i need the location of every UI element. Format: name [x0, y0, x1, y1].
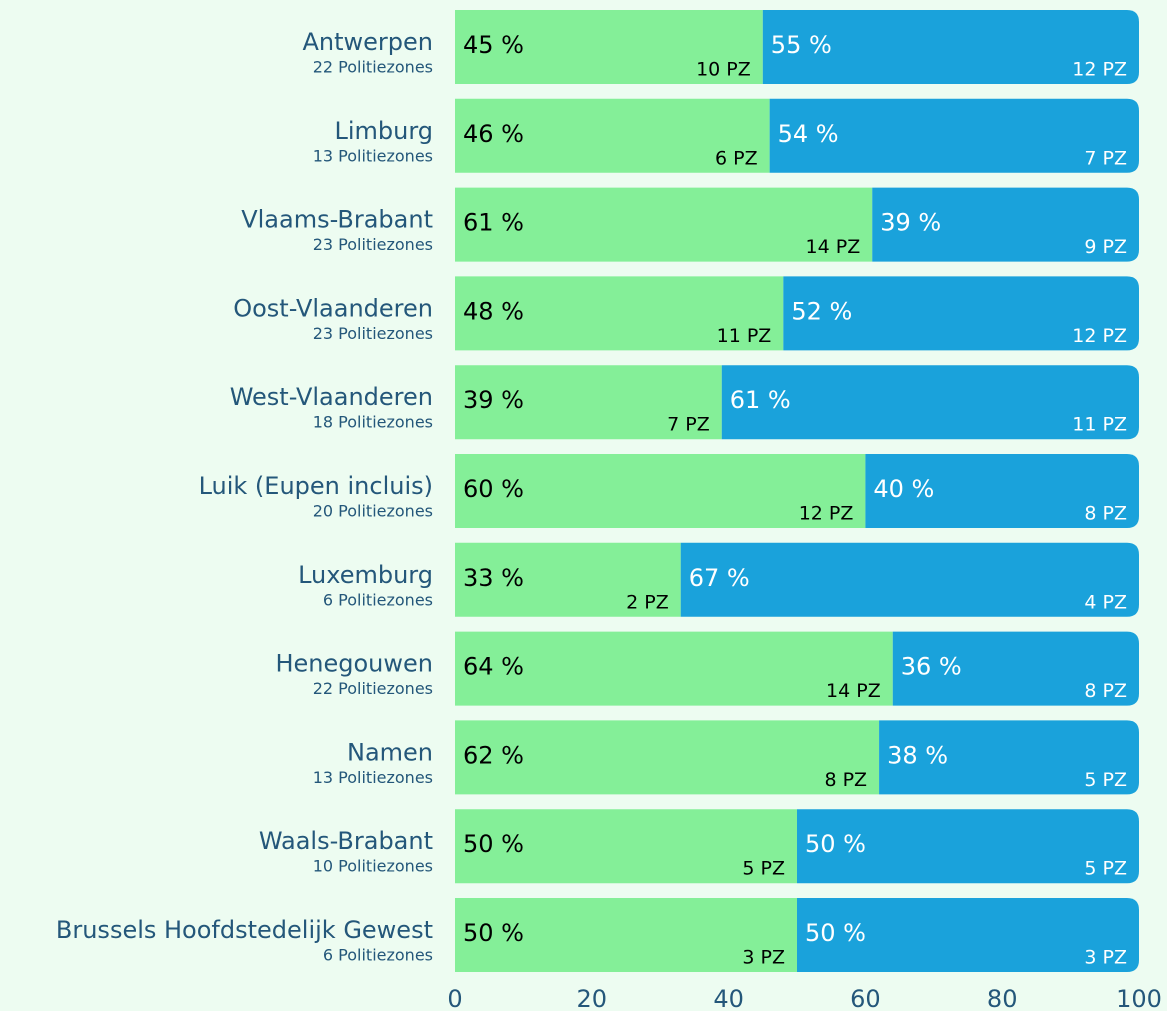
pz-label: 2 PZ: [626, 591, 669, 613]
pz-label: 12 PZ: [1072, 325, 1127, 347]
value-label: 36 %: [901, 653, 962, 681]
pz-label: 8 PZ: [1084, 680, 1127, 702]
category-label: Brussels Hoofdstedelijk Gewest: [56, 916, 433, 944]
bar-segment: [455, 720, 880, 795]
x-tick-label: 40: [713, 985, 744, 1011]
pz-label: 14 PZ: [826, 680, 881, 702]
category-subtitle: 13 Politiezones: [313, 768, 433, 787]
x-tick-label: 80: [987, 985, 1018, 1011]
bar-segment: [455, 10, 763, 84]
value-label: 39 %: [463, 386, 524, 414]
category-label: Vlaams-Brabant: [241, 206, 433, 234]
value-label: 52 %: [791, 297, 852, 325]
pz-label: 8 PZ: [824, 769, 867, 791]
bar-segment: [455, 98, 770, 173]
value-label: 55 %: [771, 31, 832, 59]
category-subtitle: 10 Politiezones: [313, 857, 433, 876]
value-label: 50 %: [805, 919, 866, 947]
category-subtitle: 6 Politiezones: [323, 946, 433, 965]
bar-segment: [721, 365, 1139, 440]
pz-label: 7 PZ: [667, 414, 710, 436]
value-label: 38 %: [887, 741, 948, 769]
pz-label: 11 PZ: [717, 325, 772, 347]
category-label: Oost-Vlaanderen: [233, 294, 433, 322]
value-label: 45 %: [463, 31, 524, 59]
pz-label: 5 PZ: [1084, 858, 1127, 880]
bar-segment: [455, 276, 784, 351]
category-subtitle: 23 Politiezones: [313, 235, 433, 254]
category-label: Waals-Brabant: [259, 827, 433, 855]
bar-segment: [865, 454, 1139, 528]
pz-label: 4 PZ: [1084, 591, 1127, 613]
bar-segment: [769, 98, 1139, 173]
category-label: Namen: [347, 738, 433, 766]
category-label: Luxemburg: [298, 561, 433, 589]
pz-label: 10 PZ: [696, 59, 751, 81]
value-label: 50 %: [463, 919, 524, 947]
bar-segment: [455, 631, 893, 706]
value-label: 60 %: [463, 475, 524, 503]
x-tick-label: 0: [447, 985, 462, 1011]
value-label: 40 %: [873, 475, 934, 503]
category-label: West-Vlaanderen: [230, 383, 433, 411]
category-subtitle: 20 Politiezones: [313, 502, 433, 521]
bar-segment: [892, 631, 1139, 706]
bar-segment: [455, 187, 873, 262]
x-tick-label: 100: [1116, 985, 1162, 1011]
value-label: 46 %: [463, 120, 524, 148]
x-tick-label: 60: [850, 985, 881, 1011]
pz-label: 3 PZ: [1084, 947, 1127, 969]
value-label: 33 %: [463, 564, 524, 592]
category-label: Limburg: [334, 117, 433, 145]
category-subtitle: 6 Politiezones: [323, 590, 433, 609]
value-label: 62 %: [463, 741, 524, 769]
value-label: 54 %: [778, 120, 839, 148]
bar-segment: [680, 542, 1139, 617]
category-subtitle: 18 Politiezones: [313, 413, 433, 432]
bar-segment: [797, 809, 1139, 884]
category-label: Henegouwen: [275, 650, 433, 678]
pz-label: 5 PZ: [1084, 769, 1127, 791]
pz-label: 5 PZ: [742, 858, 785, 880]
category-subtitle: 22 Politiezones: [313, 679, 433, 698]
bar-segment: [455, 898, 797, 972]
value-label: 67 %: [689, 564, 750, 592]
value-label: 50 %: [805, 830, 866, 858]
bar-segment: [783, 276, 1139, 351]
pz-label: 14 PZ: [806, 236, 861, 258]
pz-label: 7 PZ: [1084, 147, 1127, 169]
pz-label: 6 PZ: [715, 147, 758, 169]
pz-label: 3 PZ: [742, 947, 785, 969]
bar-segment: [872, 187, 1139, 262]
bar-segment: [455, 542, 681, 617]
x-tick-label: 20: [577, 985, 608, 1011]
pz-label: 8 PZ: [1084, 503, 1127, 525]
value-label: 61 %: [730, 386, 791, 414]
value-label: 61 %: [463, 209, 524, 237]
pz-label: 9 PZ: [1084, 236, 1127, 258]
bar-segment: [455, 454, 866, 528]
value-label: 50 %: [463, 830, 524, 858]
category-subtitle: 22 Politiezones: [313, 58, 433, 77]
bar-segment: [879, 720, 1139, 795]
category-subtitle: 23 Politiezones: [313, 324, 433, 343]
pz-label: 12 PZ: [799, 503, 854, 525]
bar-segment: [455, 365, 722, 440]
bar-segment: [797, 898, 1139, 972]
bar-segment: [762, 10, 1139, 84]
category-subtitle: 13 Politiezones: [313, 146, 433, 165]
pz-label: 12 PZ: [1072, 59, 1127, 81]
category-label: Luik (Eupen incluis): [199, 472, 433, 500]
category-label: Antwerpen: [302, 28, 433, 56]
bar-segment: [455, 809, 797, 884]
value-label: 48 %: [463, 297, 524, 325]
pz-label: 11 PZ: [1072, 414, 1127, 436]
value-label: 39 %: [880, 209, 941, 237]
value-label: 64 %: [463, 653, 524, 681]
